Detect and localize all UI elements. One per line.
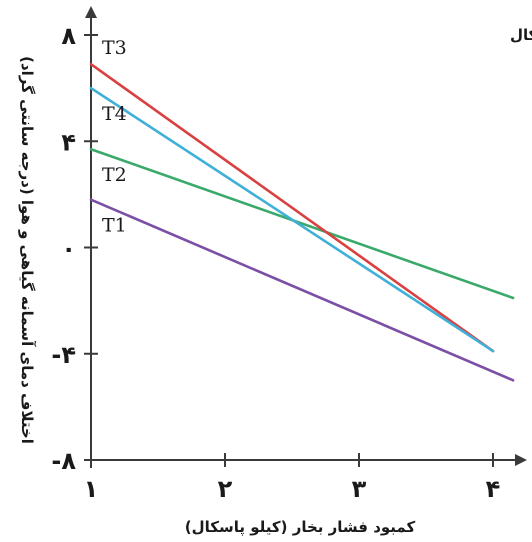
series-lines: [89, 62, 515, 382]
series-line-t4: [89, 86, 495, 353]
y-axis-arrow: [85, 6, 97, 18]
axes: [85, 6, 527, 468]
series-line-t1: [89, 198, 515, 382]
y-tick-label-2: ۰: [61, 235, 76, 263]
series-line-t2: [89, 147, 515, 300]
x-axis-arrow: [515, 454, 527, 466]
chart-title: برای شرایط شیب فشار بخار ۰/۱۰ کیلو پاسکا…: [510, 26, 532, 45]
x-tick-label-2: ۳: [352, 475, 367, 503]
y-tick-label-1: -۴: [51, 341, 76, 369]
series-line-t3: [89, 62, 495, 353]
y-tick-label-4: ۸: [61, 22, 76, 50]
series-label-t3: T3: [102, 37, 127, 59]
series-labels: T1 T2 T3 T4: [102, 37, 127, 236]
series-label-t2: T2: [102, 164, 127, 186]
x-axis-title: کمبود فشار بخار (کیلو پاسکال): [185, 518, 416, 537]
ticks: ۱ ۲ ۳ ۴ -۸ -۴ ۰ ۴ ۸: [51, 22, 500, 503]
y-tick-label-3: ۴: [61, 128, 76, 156]
y-axis-title: اختلاف دمای آسمانه گیاهی و هوا (درجه سان…: [18, 56, 36, 444]
x-tick-label-0: ۱: [84, 475, 99, 503]
x-tick-label-1: ۲: [218, 475, 233, 503]
y-tick-label-0: -۸: [51, 447, 76, 475]
series-label-t1: T1: [102, 215, 127, 237]
x-tick-label-3: ۴: [486, 475, 501, 503]
series-label-t4: T4: [102, 103, 127, 125]
